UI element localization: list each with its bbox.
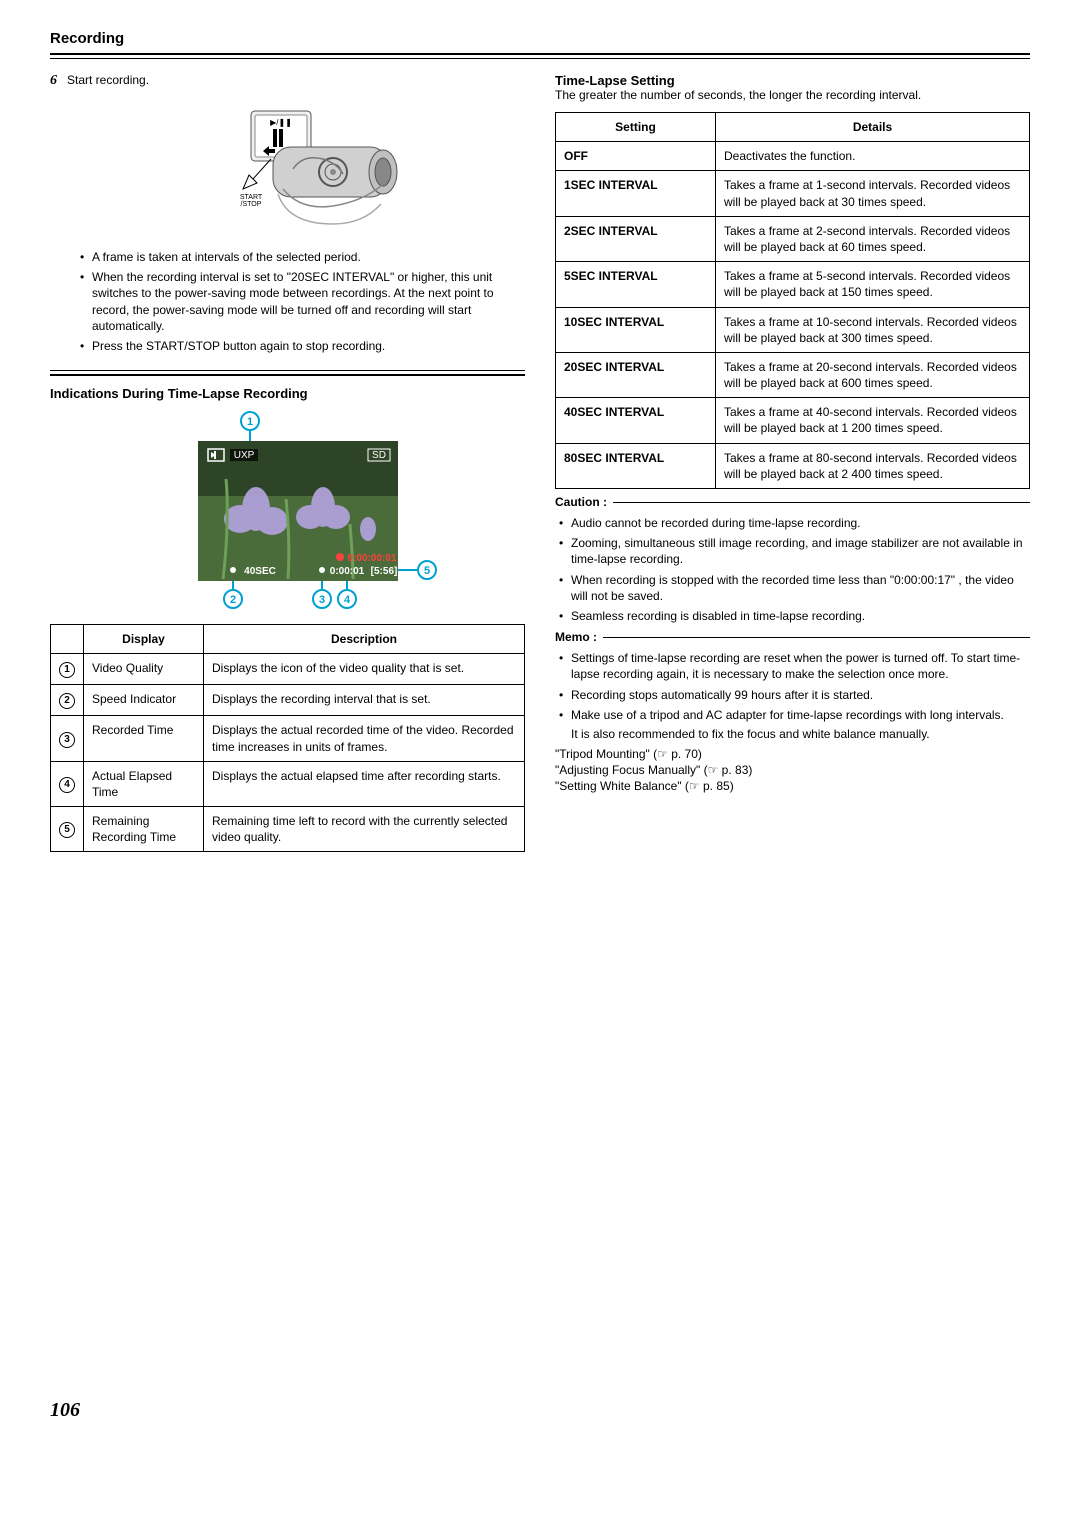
indications-heading: Indications During Time-Lapse Recording [50, 374, 525, 401]
bullet-item: Press the START/STOP button again to sto… [80, 338, 525, 354]
table-row: 2 Speed Indicator Displays the recording… [51, 685, 525, 716]
svg-text:▶/❚❚: ▶/❚❚ [270, 118, 292, 127]
right-column: Time-Lapse Setting The greater the numbe… [555, 73, 1030, 852]
svg-text:2: 2 [229, 594, 235, 606]
svg-text:SD: SD [372, 450, 386, 461]
display-cell: Actual Elapsed Time [84, 761, 204, 806]
details-cell: Takes a frame at 2-second intervals. Rec… [716, 216, 1030, 261]
bullet-item: Recording stops automatically 99 hours a… [559, 687, 1030, 703]
svg-text:0:00:01: 0:00:01 [329, 566, 364, 577]
svg-text:4: 4 [343, 594, 350, 606]
table-header: Description [204, 625, 525, 654]
bullet-item: When recording is stopped with the recor… [559, 572, 1030, 604]
table-header: Display [84, 625, 204, 654]
table-row: 1SEC INTERVALTakes a frame at 1-second i… [556, 171, 1030, 216]
setting-cell: 5SEC INTERVAL [556, 262, 716, 307]
references: "Tripod Mounting" (☞ p. 70) "Adjusting F… [555, 747, 1030, 793]
bullet-item: Make use of a tripod and AC adapter for … [559, 707, 1030, 723]
details-cell: Takes a frame at 1-second intervals. Rec… [716, 171, 1030, 216]
page-number: 106 [50, 1399, 80, 1422]
divider [613, 502, 1030, 503]
reference-link: "Setting White Balance" (☞ p. 85) [555, 779, 1030, 793]
display-cell: Remaining Recording Time [84, 807, 204, 852]
svg-text:0:00:00:01: 0:00:00:01 [347, 553, 396, 564]
svg-text:1: 1 [246, 416, 252, 428]
indications-diagram: 1 [128, 409, 448, 609]
table-row: 80SEC INTERVALTakes a frame at 80-second… [556, 443, 1030, 488]
step-text: Start recording. [67, 73, 149, 89]
table-row: 1 Video Quality Displays the icon of the… [51, 654, 525, 685]
bullet-item: When the recording interval is set to "2… [80, 269, 525, 334]
step-number: 6 [50, 73, 57, 89]
divider [603, 637, 1030, 638]
svg-text:40SEC: 40SEC [244, 566, 276, 577]
desc-cell: Displays the recording interval that is … [204, 685, 525, 716]
page-title: Recording [50, 30, 1030, 55]
bullet-item: A frame is taken at intervals of the sel… [80, 249, 525, 265]
circled-number: 5 [59, 822, 75, 838]
details-cell: Deactivates the function. [716, 142, 1030, 171]
desc-cell: Displays the icon of the video quality t… [204, 654, 525, 685]
table-row: 2SEC INTERVALTakes a frame at 2-second i… [556, 216, 1030, 261]
svg-text:START: START [239, 194, 262, 201]
settings-table: Setting Details OFFDeactivates the funct… [555, 112, 1030, 489]
svg-text:UXP: UXP [233, 450, 254, 461]
memo-tail: It is also recommended to fix the focus … [555, 727, 1030, 741]
details-cell: Takes a frame at 10-second intervals. Re… [716, 307, 1030, 352]
bullet-item: Zooming, simultaneous still image record… [559, 535, 1030, 567]
details-cell: Takes a frame at 40-second intervals. Re… [716, 398, 1030, 443]
desc-cell: Displays the actual recorded time of the… [204, 716, 525, 761]
memo-list: Settings of time-lapse recording are res… [555, 650, 1030, 723]
details-cell: Takes a frame at 80-second intervals. Re… [716, 443, 1030, 488]
svg-text:5: 5 [423, 565, 429, 577]
caution-title: Caution : [555, 495, 607, 509]
memo-title: Memo : [555, 630, 597, 644]
display-cell: Speed Indicator [84, 685, 204, 716]
desc-cell: Remaining time left to record with the c… [204, 807, 525, 852]
setting-cell: 10SEC INTERVAL [556, 307, 716, 352]
bullet-item: Audio cannot be recorded during time-lap… [559, 515, 1030, 531]
setting-cell: OFF [556, 142, 716, 171]
table-header [51, 625, 84, 654]
left-column: 6 Start recording. ▶/❚❚ [50, 73, 525, 852]
table-row: 40SEC INTERVALTakes a frame at 40-second… [556, 398, 1030, 443]
table-row: OFFDeactivates the function. [556, 142, 1030, 171]
table-header: Details [716, 113, 1030, 142]
display-cell: Recorded Time [84, 716, 204, 761]
step-bullets: A frame is taken at intervals of the sel… [50, 249, 525, 354]
timelapse-intro: The greater the number of seconds, the l… [555, 88, 1030, 102]
table-row: 3 Recorded Time Displays the actual reco… [51, 716, 525, 761]
details-cell: Takes a frame at 5-second intervals. Rec… [716, 262, 1030, 307]
circled-number: 1 [59, 662, 75, 678]
table-row: 20SEC INTERVALTakes a frame at 20-second… [556, 352, 1030, 397]
table-row: 4 Actual Elapsed Time Displays the actua… [51, 761, 525, 806]
svg-text:3: 3 [318, 594, 324, 606]
svg-text:[5:56]: [5:56] [370, 566, 397, 577]
circled-number: 3 [59, 732, 75, 748]
table-row: 10SEC INTERVALTakes a frame at 10-second… [556, 307, 1030, 352]
reference-link: "Adjusting Focus Manually" (☞ p. 83) [555, 763, 1030, 777]
desc-cell: Displays the actual elapsed time after r… [204, 761, 525, 806]
bullet-item: Settings of time-lapse recording are res… [559, 650, 1030, 682]
camcorder-illustration: ▶/❚❚ START /STOP [163, 99, 413, 239]
setting-cell: 40SEC INTERVAL [556, 398, 716, 443]
circled-number: 2 [59, 693, 75, 709]
table-row: 5SEC INTERVALTakes a frame at 5-second i… [556, 262, 1030, 307]
svg-text:/STOP: /STOP [240, 201, 261, 208]
reference-link: "Tripod Mounting" (☞ p. 70) [555, 747, 1030, 761]
circled-number: 4 [59, 777, 75, 793]
caution-list: Audio cannot be recorded during time-lap… [555, 515, 1030, 624]
setting-cell: 20SEC INTERVAL [556, 352, 716, 397]
display-cell: Video Quality [84, 654, 204, 685]
table-row: 5 Remaining Recording Time Remaining tim… [51, 807, 525, 852]
setting-cell: 1SEC INTERVAL [556, 171, 716, 216]
setting-cell: 80SEC INTERVAL [556, 443, 716, 488]
table-header: Setting [556, 113, 716, 142]
setting-cell: 2SEC INTERVAL [556, 216, 716, 261]
details-cell: Takes a frame at 20-second intervals. Re… [716, 352, 1030, 397]
timelapse-title: Time-Lapse Setting [555, 73, 1030, 88]
bullet-item: Seamless recording is disabled in time-l… [559, 608, 1030, 624]
indications-table: Display Description 1 Video Quality Disp… [50, 624, 525, 852]
